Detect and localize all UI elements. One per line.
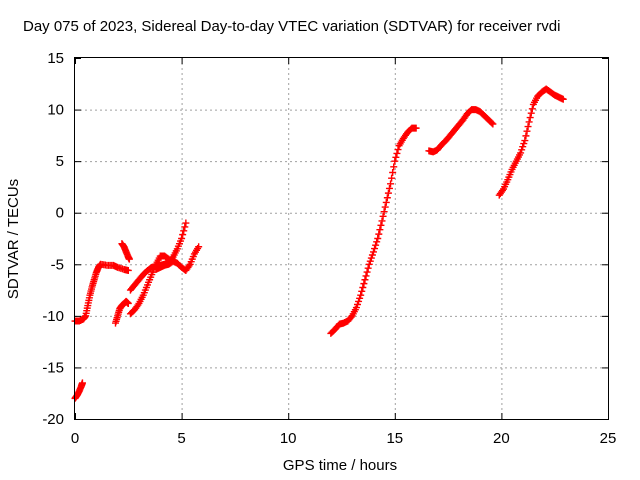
- data-point: [376, 226, 384, 234]
- data-point: [521, 137, 529, 145]
- x-axis-label: GPS time / hours: [283, 457, 397, 474]
- data-point: [412, 124, 420, 132]
- data-point: [372, 241, 380, 249]
- data-point: [134, 301, 142, 309]
- data-point: [380, 208, 388, 216]
- data-point: [363, 268, 371, 276]
- data-point: [528, 105, 536, 113]
- axis-ticks: 0 5 10 15 20 25 -20 -15 -10 -5 0 5 10 15: [42, 50, 616, 447]
- series-seg4: [118, 240, 133, 263]
- data-point: [125, 255, 133, 263]
- data-point: [357, 291, 365, 299]
- data-point: [124, 266, 132, 274]
- data-points: [71, 85, 567, 402]
- x-tick-label: 10: [280, 430, 297, 447]
- x-tick-label: 20: [493, 430, 510, 447]
- data-point: [517, 149, 525, 157]
- data-point: [382, 198, 390, 206]
- data-point: [182, 219, 190, 227]
- data-point: [384, 189, 392, 197]
- data-point: [180, 227, 188, 235]
- data-point: [181, 223, 189, 231]
- data-point: [369, 248, 377, 256]
- data-point: [392, 153, 400, 161]
- series-seg10: [495, 85, 567, 199]
- data-point: [387, 180, 395, 188]
- data-point: [362, 272, 370, 280]
- data-point: [368, 251, 376, 259]
- data-point: [388, 174, 396, 182]
- data-point: [374, 235, 382, 242]
- chart-title: Day 075 of 2023, Sidereal Day-to-day VTE…: [23, 18, 560, 35]
- data-point: [375, 230, 383, 238]
- data-point: [524, 123, 532, 131]
- data-point: [195, 243, 203, 251]
- data-point: [78, 379, 86, 387]
- data-point: [185, 262, 193, 270]
- data-point: [366, 257, 374, 265]
- data-point: [352, 304, 360, 312]
- series-seg7: [152, 243, 203, 274]
- data-point: [355, 297, 363, 305]
- data-point: [523, 127, 531, 135]
- data-point: [124, 299, 132, 307]
- data-point: [358, 287, 366, 295]
- data-point: [526, 114, 534, 122]
- data-point: [378, 217, 386, 225]
- data-point: [179, 231, 187, 239]
- data-point: [498, 187, 506, 195]
- x-tick-label: 5: [177, 430, 185, 447]
- y-axis-label: SDTVAR / TECUs: [5, 179, 22, 299]
- data-point: [381, 203, 389, 211]
- series-seg3: [112, 297, 132, 327]
- data-point: [391, 157, 399, 165]
- plot-frame: [74, 57, 609, 420]
- y-tick-label: -20: [42, 411, 64, 428]
- data-point: [522, 132, 530, 140]
- data-point: [371, 245, 379, 253]
- data-point: [383, 194, 391, 202]
- data-point: [519, 143, 527, 151]
- data-point: [489, 120, 497, 128]
- data-point: [385, 184, 393, 192]
- y-tick-label: 5: [56, 153, 64, 170]
- x-tick-label: 15: [386, 430, 403, 447]
- data-point: [520, 140, 528, 148]
- data-point: [559, 95, 567, 103]
- series-seg1: [71, 379, 86, 402]
- data-point: [353, 301, 361, 309]
- data-point: [365, 260, 373, 268]
- data-point: [178, 235, 186, 242]
- y-tick-label: 10: [47, 102, 64, 119]
- data-point: [393, 149, 401, 157]
- data-point: [488, 119, 496, 127]
- data-point: [390, 163, 398, 171]
- data-point: [373, 238, 381, 246]
- y-tick-label: 0: [56, 205, 64, 222]
- data-point: [518, 146, 526, 154]
- series-seg9: [425, 106, 497, 156]
- x-tick-label: 25: [600, 430, 617, 447]
- data-point: [525, 118, 533, 126]
- data-point: [364, 264, 372, 272]
- data-point: [527, 109, 535, 117]
- grid: [75, 58, 608, 419]
- x-tick-label: 0: [71, 430, 79, 447]
- y-tick-label: 15: [47, 50, 64, 67]
- data-point: [367, 254, 375, 262]
- data-point: [360, 280, 368, 288]
- series-seg8: [327, 124, 420, 337]
- y-tick-label: -15: [42, 359, 64, 376]
- data-point: [389, 168, 397, 176]
- y-tick-label: -5: [51, 256, 64, 273]
- data-point: [394, 146, 402, 154]
- data-point: [377, 221, 385, 229]
- data-point: [361, 276, 369, 284]
- data-point: [379, 212, 387, 220]
- data-point: [359, 283, 367, 291]
- y-tick-label: -10: [42, 308, 64, 325]
- series-seg2: [71, 260, 132, 325]
- data-point: [356, 294, 364, 302]
